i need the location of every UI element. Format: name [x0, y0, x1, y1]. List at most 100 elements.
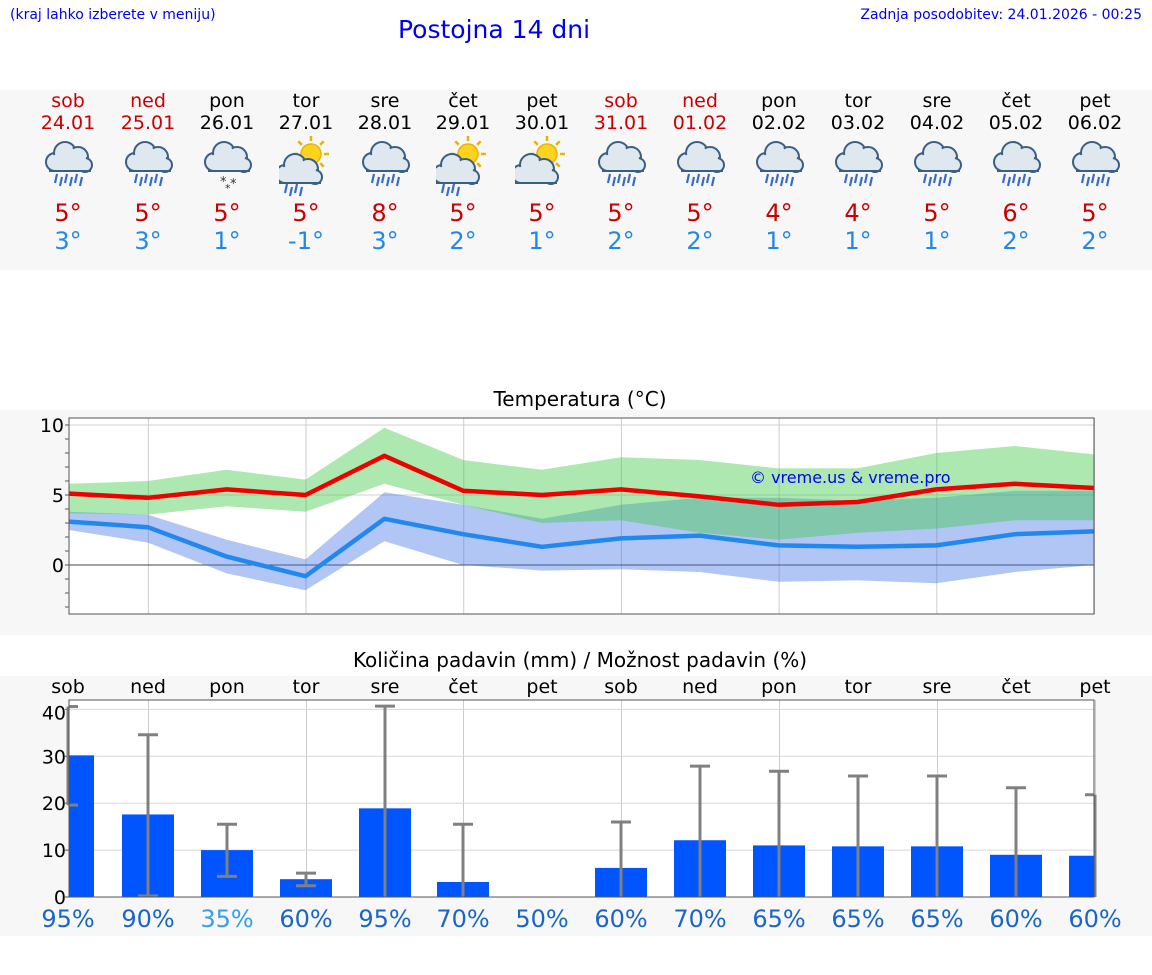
raindrop	[927, 176, 932, 187]
day-name: čet	[448, 90, 478, 112]
day-date: 01.02	[672, 112, 728, 134]
temp-min: 2°	[1081, 227, 1109, 255]
raindrop	[843, 173, 848, 184]
raindrop	[611, 176, 616, 187]
rain-cloud-icon	[124, 141, 173, 187]
precip-chance-label: 60%	[989, 905, 1042, 933]
temperature-chart: 0 5 10 © vreme.us & vreme.pro	[40, 415, 1095, 615]
temp-y-tick-label: 5	[52, 485, 64, 507]
sun-cloud-icon	[514, 136, 565, 185]
precip-category-label: čet	[1001, 676, 1031, 698]
raindrop	[947, 176, 952, 187]
precip-y-tick-label: 0	[54, 887, 66, 909]
precip-chance-label: 60%	[279, 905, 332, 933]
day-name: tor	[844, 90, 872, 112]
cloud-shape	[992, 141, 1041, 173]
raindrop	[158, 176, 163, 187]
rain-cloud-icon	[913, 141, 962, 187]
day-name: pon	[761, 90, 797, 112]
day-name: pon	[209, 90, 245, 112]
rain-cloud-icon	[1071, 141, 1120, 187]
precipitation-chart: 0 10 20 30 40 sob ned pon tor sre čet pet sob ned pon t…	[41, 676, 1121, 933]
day-date: 24.01	[40, 112, 96, 134]
cloud-shape	[124, 141, 173, 173]
precip-bar	[280, 879, 332, 897]
temp-max: 5°	[292, 199, 320, 227]
raindrop	[695, 173, 700, 184]
raindrop	[1105, 176, 1110, 187]
temp-min: 3°	[134, 227, 162, 255]
precip-chance-label: 60%	[594, 905, 647, 933]
rain-cloud-icon	[361, 141, 410, 187]
precip-chance-label: 65%	[752, 905, 805, 933]
raindrop	[138, 176, 143, 187]
temp-max: 8°	[371, 199, 399, 227]
page-title: Postojna 14 dni	[398, 15, 591, 44]
raindrop	[1095, 176, 1100, 187]
precip-category-label: sre	[371, 676, 400, 698]
temp-min: 1°	[765, 227, 793, 255]
rain-cloud-icon	[834, 141, 883, 187]
raindrop	[370, 173, 375, 184]
temp-max: 5°	[54, 199, 82, 227]
precip-category-label: sob	[604, 676, 638, 698]
temp-max: 4°	[844, 199, 872, 227]
temp-min: 1°	[528, 227, 556, 255]
day-name: ned	[682, 90, 718, 112]
raindrop	[1001, 173, 1006, 184]
raindrop	[710, 176, 715, 187]
day-name: sre	[922, 90, 952, 112]
precip-chance-label: 70%	[673, 905, 726, 933]
raindrop	[288, 186, 293, 197]
max-temp-line	[68, 453, 1095, 508]
day-name: čet	[1001, 90, 1031, 112]
day-date: 03.02	[830, 112, 886, 134]
raindrop	[68, 176, 73, 187]
precip-category-label: pon	[209, 676, 245, 698]
temp-max: 4°	[765, 199, 793, 227]
cloud-shape	[1071, 141, 1120, 173]
day-date: 25.01	[120, 112, 176, 134]
precip-category-label: ned	[682, 676, 718, 698]
day-date: 29.01	[435, 112, 491, 134]
max-temp-band	[69, 427, 1094, 540]
precipitation-chart-title: Količina padavin (mm) / Možnost padavin …	[352, 648, 808, 672]
temp-max: 5°	[213, 199, 241, 227]
temp-y-tick-label: 0	[52, 555, 64, 577]
day-date: 28.01	[357, 112, 413, 134]
raindrop	[1011, 173, 1016, 184]
snow-cloud-icon: * **	[203, 141, 252, 195]
raindrop	[685, 173, 690, 184]
temp-max: 5°	[528, 199, 556, 227]
precip-chance-label: 90%	[121, 905, 174, 933]
chart-watermark: © vreme.us & vreme.pro	[750, 468, 951, 487]
cloud-shape	[834, 141, 883, 173]
cloud-shape	[44, 141, 93, 173]
raindrop	[1021, 173, 1026, 184]
temperature-chart-title: Temperatura (°C)	[493, 387, 667, 411]
day-name: ned	[130, 90, 166, 112]
precip-category-label: tor	[293, 676, 320, 698]
raindrop	[390, 173, 395, 184]
temp-min: -1°	[288, 227, 324, 255]
cloud-shape	[514, 153, 559, 185]
temp-min: 2°	[449, 227, 477, 255]
precip-category-label: sob	[51, 676, 85, 698]
temp-min: 2°	[686, 227, 714, 255]
cloud-shape	[755, 141, 804, 173]
snowflake: *	[220, 175, 227, 190]
raindrop	[937, 176, 942, 187]
temp-min: 1°	[213, 227, 241, 255]
raindrop	[385, 176, 390, 187]
temp-min: 3°	[371, 227, 399, 255]
raindrop	[380, 173, 385, 184]
day-date: 05.02	[988, 112, 1044, 134]
precip-bar	[69, 755, 94, 897]
precipitation-chart-panel: 0 10 20 30 40 sob ned pon tor sre čet pet sob ned pon t…	[0, 676, 1152, 936]
location-hint[interactable]: (kraj lahko izberete v meniju)	[10, 7, 216, 23]
rain-cloud-icon	[992, 141, 1041, 187]
precip-category-label: tor	[845, 676, 872, 698]
raindrop	[764, 173, 769, 184]
raindrop	[78, 176, 83, 187]
raindrop	[616, 173, 621, 184]
